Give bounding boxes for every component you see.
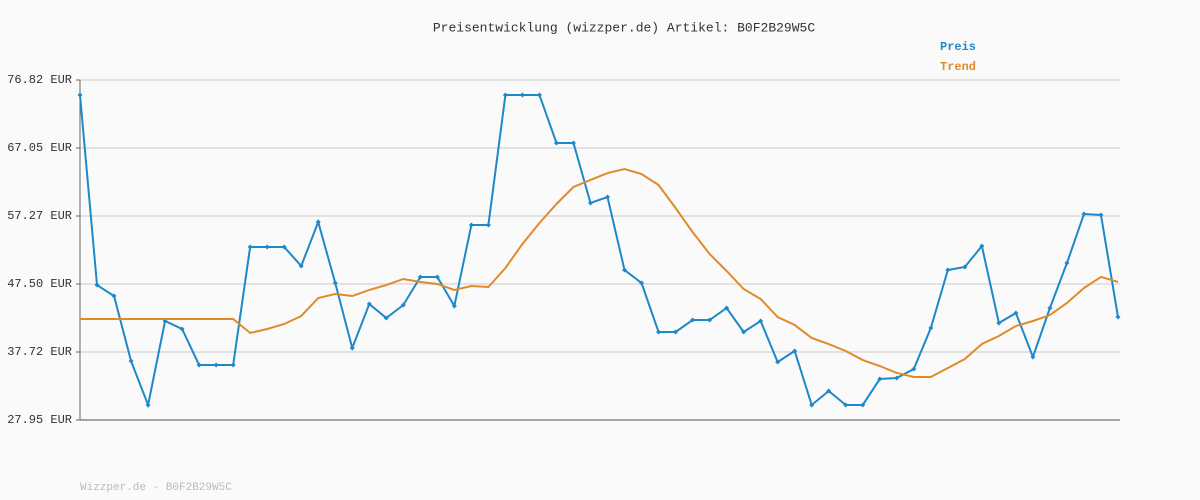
legend-label: Preis (940, 40, 976, 54)
point (196, 362, 202, 368)
point (758, 318, 764, 324)
point (945, 267, 951, 273)
point (996, 320, 1002, 326)
point (605, 194, 611, 200)
point (843, 402, 849, 408)
point (656, 329, 662, 335)
point (809, 402, 815, 408)
point (673, 329, 679, 335)
series-line (80, 167, 1119, 378)
point (400, 302, 406, 308)
point (911, 366, 917, 372)
point (553, 140, 559, 146)
point (587, 200, 593, 206)
point (417, 274, 423, 280)
point (860, 402, 866, 408)
chart-title: Preisentwicklung (wizzper.de) Artikel: B… (433, 20, 815, 35)
point (519, 92, 525, 98)
point (741, 329, 747, 335)
point (877, 376, 883, 382)
y-tick-label: 27.95 EUR (7, 413, 72, 427)
point (94, 282, 100, 288)
point (979, 243, 985, 249)
point (928, 325, 934, 331)
point (502, 92, 508, 98)
point (77, 92, 83, 98)
point (1047, 305, 1053, 311)
point (792, 348, 798, 354)
y-tick-label: 37.72 EUR (7, 345, 72, 359)
point (179, 326, 185, 332)
point (230, 362, 236, 368)
point (1030, 354, 1036, 360)
point (451, 303, 457, 309)
point (298, 263, 304, 269)
point (485, 222, 491, 228)
point (145, 402, 151, 408)
point (128, 358, 134, 364)
series-line (79, 93, 1119, 409)
point (213, 362, 219, 368)
point (383, 315, 389, 321)
point (1064, 260, 1070, 266)
y-tick-label: 47.50 EUR (7, 277, 72, 291)
point (349, 345, 355, 351)
point (1098, 212, 1104, 218)
point (826, 388, 832, 394)
point (315, 219, 321, 225)
footer: Wizzper.de - B0F2B29W5C (80, 482, 232, 494)
point (468, 222, 474, 228)
point (775, 359, 781, 365)
point (366, 301, 372, 307)
y-tick-label: 57.27 EUR (7, 209, 72, 223)
point (639, 280, 645, 286)
point (434, 274, 440, 280)
point (962, 264, 968, 270)
y-tick-label: 76.82 EUR (7, 73, 72, 87)
point (281, 244, 287, 250)
point (724, 305, 730, 311)
y-tick-label: 67.05 EUR (7, 141, 72, 155)
point (707, 317, 713, 323)
point (894, 375, 900, 381)
point (1013, 310, 1019, 316)
point (1115, 314, 1121, 320)
point (264, 244, 270, 250)
point (332, 280, 338, 286)
point (570, 140, 576, 146)
point (622, 267, 628, 273)
point (247, 244, 253, 250)
point (536, 92, 542, 98)
point (111, 293, 117, 299)
point (1081, 211, 1087, 217)
legend-label: Trend (940, 60, 976, 74)
point (690, 317, 696, 323)
